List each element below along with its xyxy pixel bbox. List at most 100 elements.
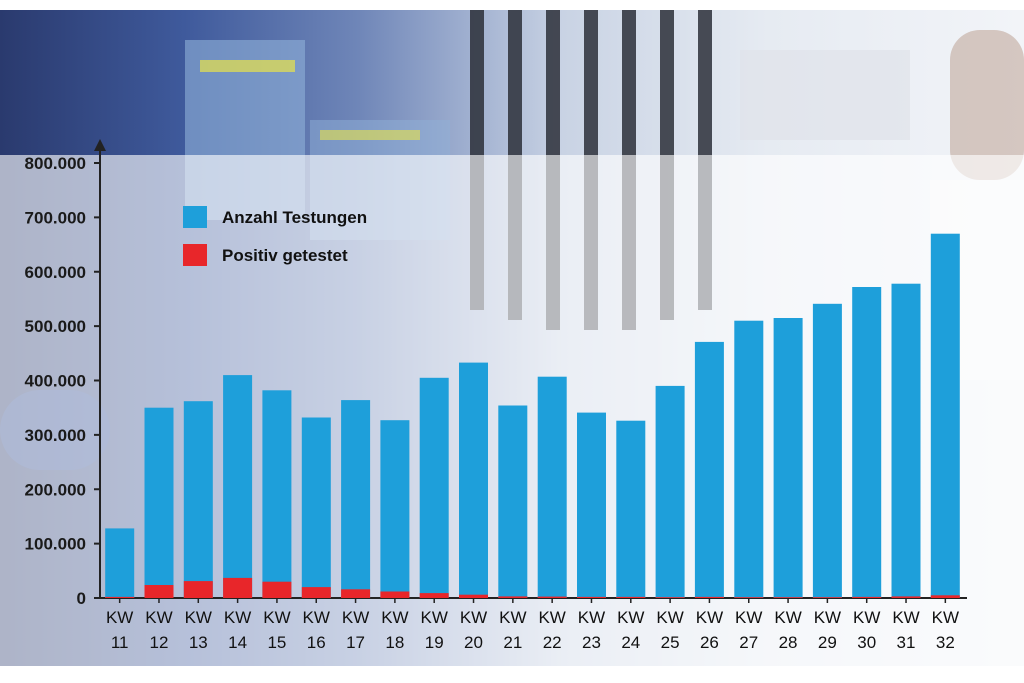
bar-anzahl-testungen xyxy=(812,303,842,598)
bar-positiv-getestet xyxy=(144,585,174,598)
bar-anzahl-testungen xyxy=(930,233,960,598)
legend-label: Anzahl Testungen xyxy=(222,208,367,227)
bar-anzahl-testungen xyxy=(341,400,371,598)
x-tick-label-prefix: KW xyxy=(814,608,841,627)
x-tick-label-week: 29 xyxy=(818,633,837,652)
bar-anzahl-testungen xyxy=(301,417,331,598)
bar-positiv-getestet xyxy=(223,577,253,598)
x-tick-label-week: 21 xyxy=(503,633,522,652)
bar-anzahl-testungen xyxy=(498,405,528,598)
x-tick-label-prefix: KW xyxy=(381,608,408,627)
x-tick-label-week: 17 xyxy=(346,633,365,652)
bar-positiv-getestet xyxy=(930,595,960,598)
x-tick-label-prefix: KW xyxy=(853,608,880,627)
y-tick-label: 800.000 xyxy=(25,154,86,173)
bar-anzahl-testungen xyxy=(223,375,253,598)
x-tick-label-week: 25 xyxy=(661,633,680,652)
y-tick-label: 100.000 xyxy=(25,535,86,554)
bar-anzahl-testungen xyxy=(694,341,724,598)
x-tick-label-prefix: KW xyxy=(342,608,369,627)
bar-positiv-getestet xyxy=(537,596,567,598)
x-tick-label-prefix: KW xyxy=(303,608,330,627)
x-tick-label-prefix: KW xyxy=(185,608,212,627)
bar-positiv-getestet xyxy=(183,581,213,598)
bar-positiv-getestet xyxy=(812,597,842,598)
bar-positiv-getestet xyxy=(655,597,685,598)
x-tick-label-prefix: KW xyxy=(106,608,133,627)
bar-anzahl-testungen xyxy=(734,320,764,598)
bar-positiv-getestet xyxy=(498,596,528,598)
x-tick-label-week: 31 xyxy=(897,633,916,652)
bar-positiv-getestet xyxy=(694,596,724,598)
x-tick-label-week: 19 xyxy=(425,633,444,652)
x-tick-label-prefix: KW xyxy=(145,608,172,627)
y-tick-label: 600.000 xyxy=(25,263,86,282)
bar-positiv-getestet xyxy=(891,596,921,598)
x-tick-label-week: 27 xyxy=(739,633,758,652)
x-tick-label-prefix: KW xyxy=(538,608,565,627)
bar-anzahl-testungen xyxy=(262,390,292,598)
x-tick-label-week: 32 xyxy=(936,633,955,652)
x-tick-label-week: 22 xyxy=(543,633,562,652)
x-tick-label-week: 13 xyxy=(189,633,208,652)
bar-anzahl-testungen xyxy=(380,420,410,598)
x-tick-label-week: 11 xyxy=(111,633,129,652)
bar-positiv-getestet xyxy=(105,596,135,598)
x-tick-label-prefix: KW xyxy=(460,608,487,627)
x-tick-label-prefix: KW xyxy=(774,608,801,627)
x-tick-label-prefix: KW xyxy=(617,608,644,627)
bar-positiv-getestet xyxy=(852,596,882,598)
x-tick-label-prefix: KW xyxy=(735,608,762,627)
x-tick-label-prefix: KW xyxy=(932,608,959,627)
y-tick-label: 300.000 xyxy=(25,426,86,445)
x-tick-label-week: 28 xyxy=(779,633,798,652)
y-tick-label: 0 xyxy=(77,589,86,608)
y-tick-label: 400.000 xyxy=(25,372,86,391)
bar-anzahl-testungen xyxy=(852,287,882,598)
y-tick-label: 700.000 xyxy=(25,208,86,227)
bar-anzahl-testungen xyxy=(773,318,803,598)
x-tick-label-week: 23 xyxy=(582,633,601,652)
bar-positiv-getestet xyxy=(419,593,449,598)
bar-positiv-getestet xyxy=(734,597,764,598)
bar-anzahl-testungen xyxy=(655,385,685,598)
bar-positiv-getestet xyxy=(262,581,292,598)
x-tick-label-prefix: KW xyxy=(224,608,251,627)
y-tick-label: 200.000 xyxy=(25,480,86,499)
bar-positiv-getestet xyxy=(341,589,371,598)
x-tick-label-prefix: KW xyxy=(421,608,448,627)
legend-label: Positiv getestet xyxy=(222,246,348,265)
x-tick-label-week: 18 xyxy=(385,633,404,652)
bar-positiv-getestet xyxy=(301,587,331,598)
bar-anzahl-testungen xyxy=(537,376,567,598)
bar-anzahl-testungen xyxy=(891,283,921,598)
y-tick-label: 500.000 xyxy=(25,317,86,336)
bar-anzahl-testungen xyxy=(183,401,213,598)
x-tick-label-prefix: KW xyxy=(656,608,683,627)
x-tick-label-prefix: KW xyxy=(578,608,605,627)
x-tick-label-week: 24 xyxy=(621,633,640,652)
bar-positiv-getestet xyxy=(773,597,803,598)
legend-swatch xyxy=(183,206,207,228)
bar-anzahl-testungen xyxy=(616,420,646,598)
x-tick-label-prefix: KW xyxy=(892,608,919,627)
bar-anzahl-testungen xyxy=(419,377,449,598)
y-axis-arrow xyxy=(94,139,106,151)
x-tick-label-prefix: KW xyxy=(499,608,526,627)
bar-anzahl-testungen xyxy=(577,412,606,598)
bar-positiv-getestet xyxy=(380,591,410,598)
bar-positiv-getestet xyxy=(459,594,488,598)
bar-anzahl-testungen xyxy=(459,362,488,598)
bar-anzahl-testungen xyxy=(144,407,174,598)
x-tick-label-week: 15 xyxy=(267,633,286,652)
x-tick-label-week: 16 xyxy=(307,633,326,652)
x-tick-label-week: 14 xyxy=(228,633,247,652)
x-tick-label-week: 20 xyxy=(464,633,483,652)
x-tick-label-week: 26 xyxy=(700,633,719,652)
legend-swatch xyxy=(183,244,207,266)
x-tick-label-week: 30 xyxy=(857,633,876,652)
bar-positiv-getestet xyxy=(577,596,606,598)
x-tick-label-week: 12 xyxy=(150,633,169,652)
bar-positiv-getestet xyxy=(616,596,646,598)
x-tick-label-prefix: KW xyxy=(696,608,723,627)
